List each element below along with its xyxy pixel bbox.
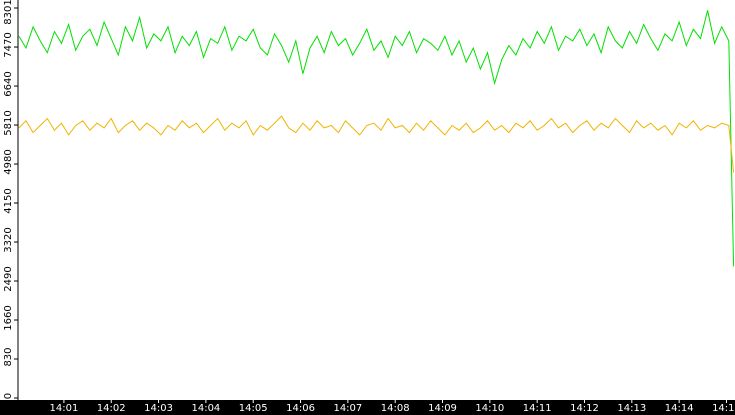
y-tick-label: 830 <box>3 347 14 366</box>
x-tick-label: 14:14 <box>665 403 694 414</box>
x-tick-label: 14:07 <box>333 403 362 414</box>
y-tick-label: 5810 <box>3 110 14 135</box>
y-tick-label: 4150 <box>3 188 14 213</box>
y-tick-label: 8301 <box>3 0 14 25</box>
series-line <box>18 10 735 267</box>
x-tick-label: 14:11 <box>523 403 552 414</box>
x-tick-label: 14:15 <box>712 403 735 414</box>
y-tick-label: 0 <box>3 393 14 399</box>
x-tick-label: 14:04 <box>191 403 220 414</box>
x-tick-label: 14:06 <box>286 403 315 414</box>
x-tick-label: 14:10 <box>475 403 504 414</box>
x-tick-label: 14:13 <box>617 403 646 414</box>
x-tick-label: 14:08 <box>381 403 410 414</box>
y-tick-label: 3320 <box>3 227 14 252</box>
x-tick-label: 14:02 <box>97 403 126 414</box>
y-tick-label: 7470 <box>3 32 14 57</box>
x-tick-label: 14:12 <box>570 403 599 414</box>
y-tick-label: 1660 <box>3 305 14 330</box>
x-tick-label: 14:09 <box>428 403 457 414</box>
y-tick-label: 4980 <box>3 149 14 174</box>
y-tick-label: 2490 <box>3 266 14 291</box>
x-tick-label: 14:05 <box>239 403 268 414</box>
y-tick-label: 6640 <box>3 71 14 96</box>
x-tick-label: 14:03 <box>144 403 173 414</box>
x-axis-band <box>0 400 735 415</box>
series-line <box>18 115 735 173</box>
x-tick-label: 14:01 <box>49 403 78 414</box>
